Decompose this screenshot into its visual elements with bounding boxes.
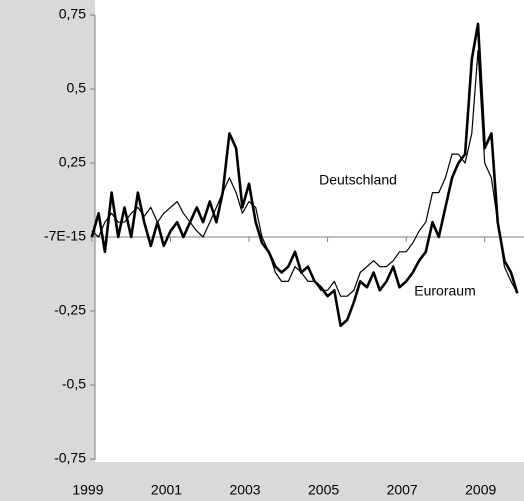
y-tick-label: -0,5 <box>62 376 86 392</box>
x-tick-label: 2007 <box>387 482 418 498</box>
x-tick-label: 2001 <box>151 482 182 498</box>
series-label: Deutschland <box>319 172 397 188</box>
y-tick-label: -0,75 <box>54 450 86 466</box>
y-tick-label: -0,25 <box>54 302 86 318</box>
x-tick-label: 2005 <box>308 482 339 498</box>
y-tick-label: -7E-15 <box>44 228 86 244</box>
series-line <box>90 22 519 328</box>
x-tick-label: 1999 <box>72 482 103 498</box>
x-tick-label: 2009 <box>465 482 496 498</box>
plot-area <box>95 0 524 462</box>
x-tick-label: 2003 <box>229 482 260 498</box>
y-tick-label: 0,75 <box>59 6 86 22</box>
y-tick-label: 0,25 <box>59 154 86 170</box>
y-tick-label: 0,5 <box>67 80 87 96</box>
series-label: Euroraum <box>414 283 475 299</box>
series-line <box>91 49 518 297</box>
